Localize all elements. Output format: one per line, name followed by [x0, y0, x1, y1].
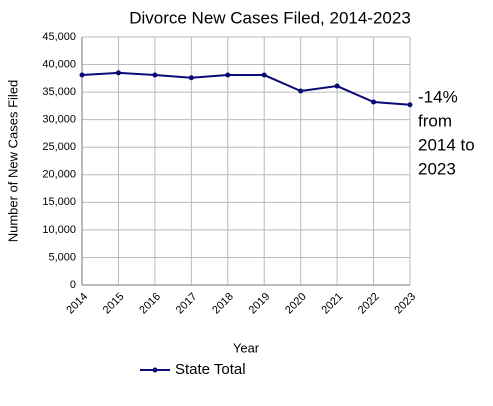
point: [298, 88, 304, 94]
point: [261, 72, 267, 78]
annotation: -14%: [418, 87, 458, 106]
y-tick-label: 35,000: [42, 86, 76, 98]
y-tick-label: 20,000: [42, 169, 76, 181]
x-tick-label: 2022: [356, 291, 382, 317]
annotation: from: [418, 111, 452, 130]
x-tick-label: 2019: [247, 291, 273, 317]
point: [371, 99, 377, 105]
y-axis-label: Number of New Cases Filed: [5, 80, 20, 243]
legend-marker: [152, 367, 158, 373]
x-tick-label: 2014: [64, 291, 90, 317]
point: [188, 75, 194, 81]
x-tick-label: 2023: [392, 291, 418, 317]
x-tick-label: 2015: [101, 291, 127, 317]
annotation: 2023: [418, 159, 456, 178]
x-axis-label: Year: [233, 340, 260, 355]
legend-label: State Total: [175, 361, 246, 378]
x-tick-label: 2017: [174, 291, 200, 317]
point: [152, 72, 158, 78]
point: [115, 70, 121, 76]
point: [225, 72, 231, 78]
point: [407, 102, 413, 108]
y-tick-label: 15,000: [42, 196, 76, 208]
y-tick-label: 40,000: [42, 58, 76, 70]
annotation: 2014 to: [418, 135, 475, 154]
x-tick-label: 2016: [137, 291, 163, 317]
line: [81, 71, 411, 106]
point: [79, 72, 85, 78]
y-tick-label: 5,000: [48, 251, 76, 263]
x-tick-label: 2021: [319, 291, 345, 317]
x-tick-label: 2018: [210, 291, 236, 317]
chart-title: Divorce New Cases Filed, 2014-2023: [129, 8, 411, 27]
y-tick-label: 45,000: [42, 31, 76, 43]
point: [334, 83, 340, 89]
y-tick-label: 25,000: [42, 141, 76, 153]
y-tick-label: 30,000: [42, 114, 76, 126]
x-tick-label: 2020: [283, 291, 309, 317]
y-tick-label: 0: [70, 279, 76, 291]
y-tick-label: 10,000: [42, 224, 76, 236]
